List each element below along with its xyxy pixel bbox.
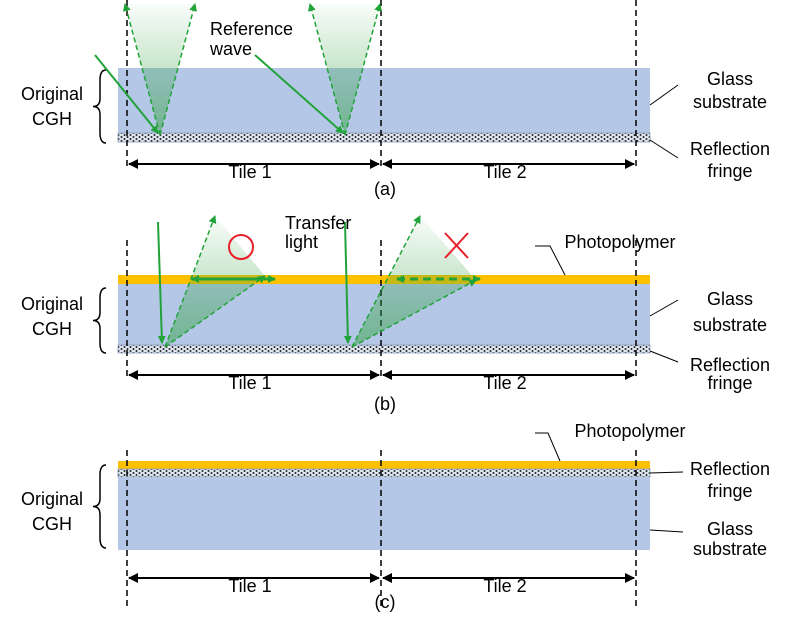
- label: Glass: [707, 289, 753, 309]
- label: Transfer: [285, 213, 351, 233]
- poly-layer: [118, 461, 650, 469]
- tile-label: Tile 1: [228, 373, 271, 393]
- label: Glass: [707, 69, 753, 89]
- leader-line: [650, 530, 683, 532]
- label: Glass: [707, 519, 753, 539]
- label: substrate: [693, 315, 767, 335]
- glass-layer: [118, 68, 650, 133]
- fringe-layer: [118, 469, 650, 477]
- brace: [93, 465, 106, 548]
- label: light: [285, 232, 318, 252]
- leader-line: [650, 472, 683, 473]
- label: fringe: [707, 373, 752, 393]
- leader-line: [535, 246, 565, 275]
- tile-label: Tile 1: [228, 162, 271, 182]
- leader-line: [650, 85, 678, 105]
- figure: Tile 1Tile 2(a)OriginalCGHGlasssubstrate…: [0, 0, 803, 617]
- tile-label: Tile 2: [483, 373, 526, 393]
- label: Photopolymer: [574, 421, 685, 441]
- caption: (b): [374, 394, 396, 414]
- fringe-layer: [118, 345, 650, 353]
- label: Original: [21, 84, 83, 104]
- label: substrate: [693, 92, 767, 112]
- caption: (a): [374, 179, 396, 199]
- tile-label: Tile 2: [483, 162, 526, 182]
- label: Photopolymer: [564, 232, 675, 252]
- caption: (c): [375, 592, 396, 612]
- brace: [93, 288, 106, 353]
- tile-label: Tile 1: [228, 576, 271, 596]
- leader-line: [650, 300, 678, 316]
- brace: [93, 70, 106, 143]
- label: Original: [21, 294, 83, 314]
- label: fringe: [707, 161, 752, 181]
- label: Reflection: [690, 459, 770, 479]
- fringe-layer: [118, 133, 650, 142]
- label: Reflection: [690, 355, 770, 375]
- label: CGH: [32, 109, 72, 129]
- label: Reflection: [690, 139, 770, 159]
- leader-line: [650, 140, 678, 158]
- label: CGH: [32, 514, 72, 534]
- label: fringe: [707, 481, 752, 501]
- label: Original: [21, 489, 83, 509]
- leader-line: [535, 433, 560, 461]
- label: CGH: [32, 319, 72, 339]
- tile-label: Tile 2: [483, 576, 526, 596]
- label: substrate: [693, 539, 767, 559]
- leader-line: [650, 351, 678, 362]
- label: wave: [209, 39, 252, 59]
- glass-layer: [118, 477, 650, 550]
- label: Reference: [210, 19, 293, 39]
